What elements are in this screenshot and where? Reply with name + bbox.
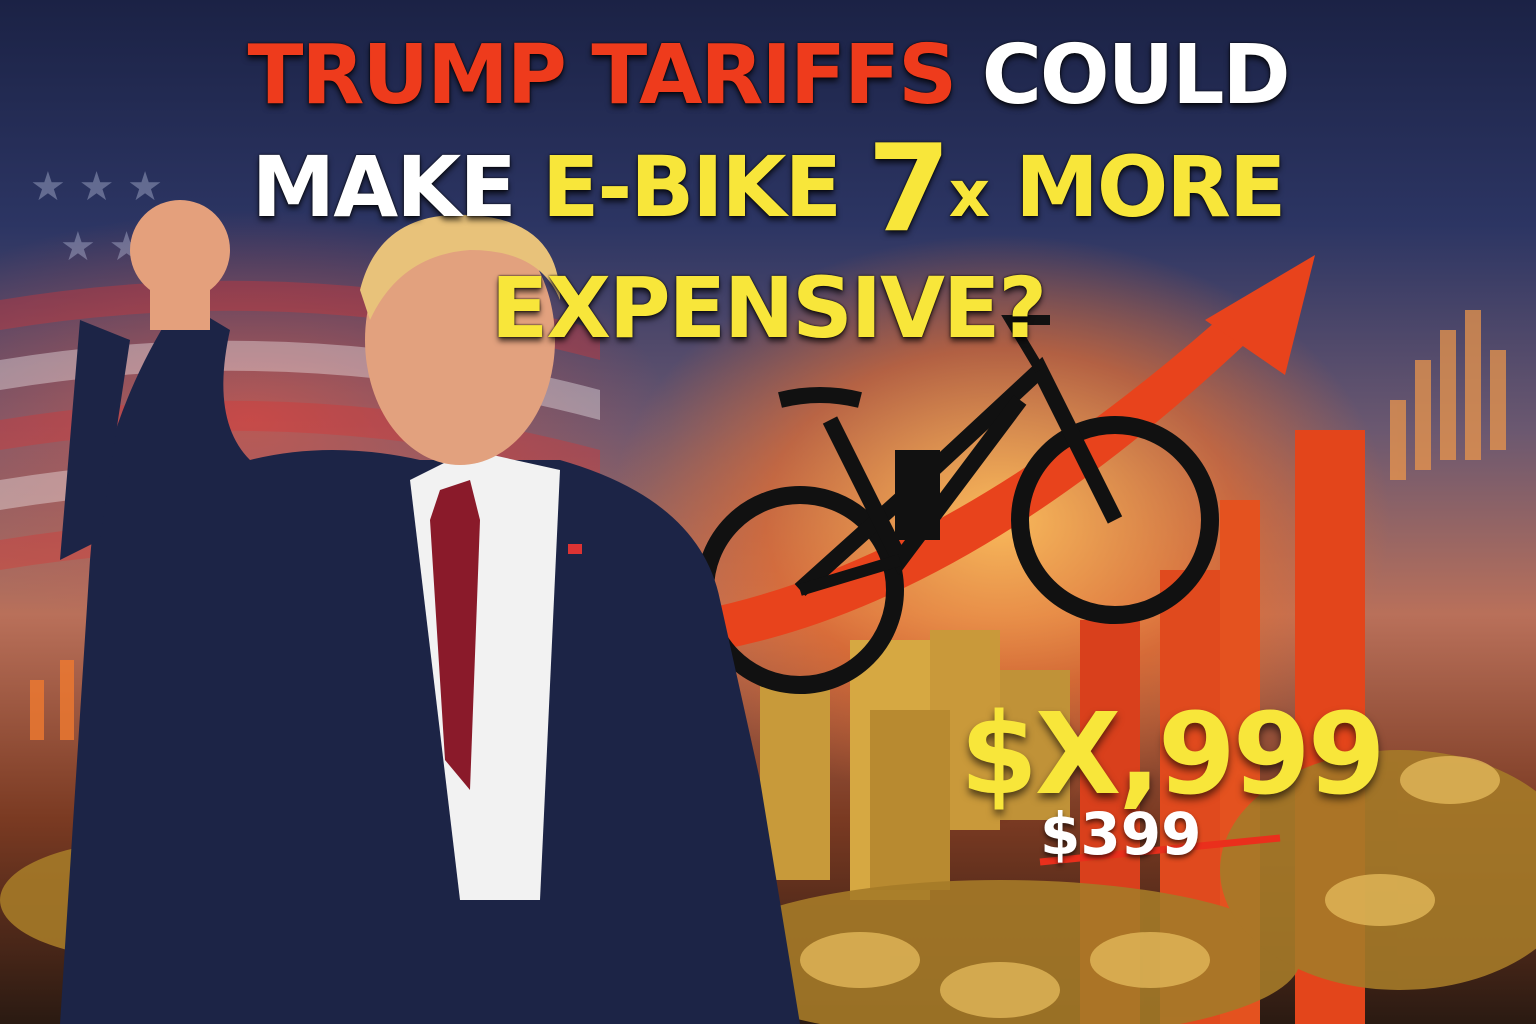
multiplier-suffix: x bbox=[948, 158, 990, 232]
headline-white-text: COULD bbox=[981, 28, 1291, 123]
headline-make-text: MAKE bbox=[251, 138, 517, 236]
old-price: $399 bbox=[1040, 800, 1202, 868]
person-raised-fist bbox=[60, 200, 800, 1024]
headline-rest-text: MORE EXPENSIVE? bbox=[490, 138, 1286, 357]
headline-line-2: MAKE E-BIKE 7x MORE EXPENSIVE? bbox=[0, 120, 1536, 357]
new-price: $X,999 bbox=[960, 690, 1386, 820]
multiplier-number: 7 bbox=[867, 120, 950, 259]
headline-line-1: TRUMP TARIFFS COULD bbox=[0, 28, 1536, 123]
headline-ebike-text: E-BIKE bbox=[541, 138, 842, 236]
rising-arrow-icon bbox=[700, 255, 1315, 650]
svg-text:★ ★ ★: ★ ★ ★ bbox=[30, 164, 163, 210]
flag-pin-icon bbox=[568, 544, 582, 554]
headline-red-text: TRUMP TARIFFS bbox=[247, 28, 957, 123]
strikethrough-line bbox=[1039, 834, 1281, 866]
